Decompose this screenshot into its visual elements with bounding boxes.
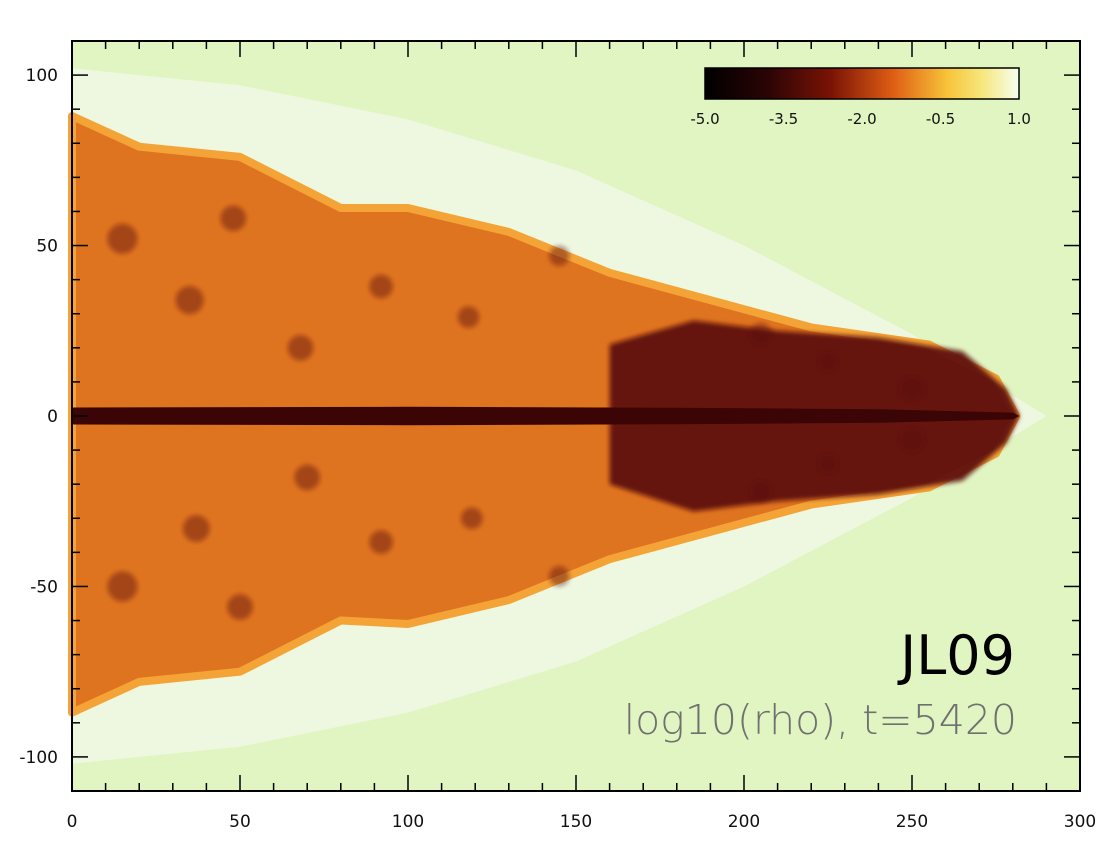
vortex-12 <box>182 515 210 542</box>
colorbar-label-1.0: 1.0 <box>1007 110 1031 128</box>
x-tick-label-100: 100 <box>392 812 424 832</box>
colorbar-gradient <box>704 67 1020 100</box>
colorbar: -5.0 -3.5 -2.0 -0.5 1.0 <box>690 67 1031 128</box>
x-axis-ticks <box>71 41 1081 791</box>
y-tick-label-100: 100 <box>26 66 58 86</box>
vortex-5 <box>369 274 393 299</box>
y-tick-label-0: 0 <box>47 407 58 427</box>
y-axis-tick-labels: -100 -50 0 50 100 <box>19 66 58 768</box>
vortex-18 <box>749 479 772 503</box>
colorbar-labels: -5.0 -3.5 -2.0 -0.5 1.0 <box>690 110 1031 128</box>
vortex-6 <box>457 306 480 328</box>
colorbar-label--2.0: -2.0 <box>847 110 876 128</box>
vortex-15 <box>369 530 393 554</box>
vortex-20 <box>899 427 925 453</box>
vortex-14 <box>294 464 321 491</box>
vortex-1 <box>107 223 138 254</box>
colorbar-label--5.0: -5.0 <box>690 110 719 128</box>
vortex-13 <box>227 594 253 620</box>
colorbar-label--3.5: -3.5 <box>769 110 798 128</box>
y-axis-ticks <box>72 40 1080 792</box>
y-tick-label--50: -50 <box>30 577 58 597</box>
x-tick-label-150: 150 <box>560 812 592 832</box>
vortex-7 <box>549 245 570 266</box>
vortex-11 <box>107 571 138 602</box>
vortex-17 <box>549 566 570 587</box>
vortex-19 <box>817 453 839 474</box>
colorbar-label--0.5: -0.5 <box>926 110 955 128</box>
x-axis-tick-labels: 0 50 100 150 200 250 300 <box>67 812 1097 832</box>
vortex-3 <box>220 205 247 232</box>
vortex-4 <box>287 335 314 361</box>
run-label: JL09 <box>897 624 1015 687</box>
vortex-16 <box>461 507 483 530</box>
y-tick-label-50: 50 <box>36 237 58 257</box>
y-tick-label--100: -100 <box>19 748 58 768</box>
caption-label: log10(rho), t=5420 <box>624 696 1017 744</box>
x-tick-label-200: 200 <box>728 812 760 832</box>
jet-core <box>72 406 1020 426</box>
vortex-8 <box>749 323 772 346</box>
vortex-10 <box>899 375 925 402</box>
vortex-2 <box>175 286 204 315</box>
x-tick-label-0: 0 <box>67 812 78 832</box>
vortex-layer <box>107 205 925 620</box>
x-tick-label-250: 250 <box>896 812 928 832</box>
x-tick-label-300: 300 <box>1064 812 1096 832</box>
x-tick-label-50: 50 <box>229 812 251 832</box>
vortex-9 <box>817 351 839 372</box>
